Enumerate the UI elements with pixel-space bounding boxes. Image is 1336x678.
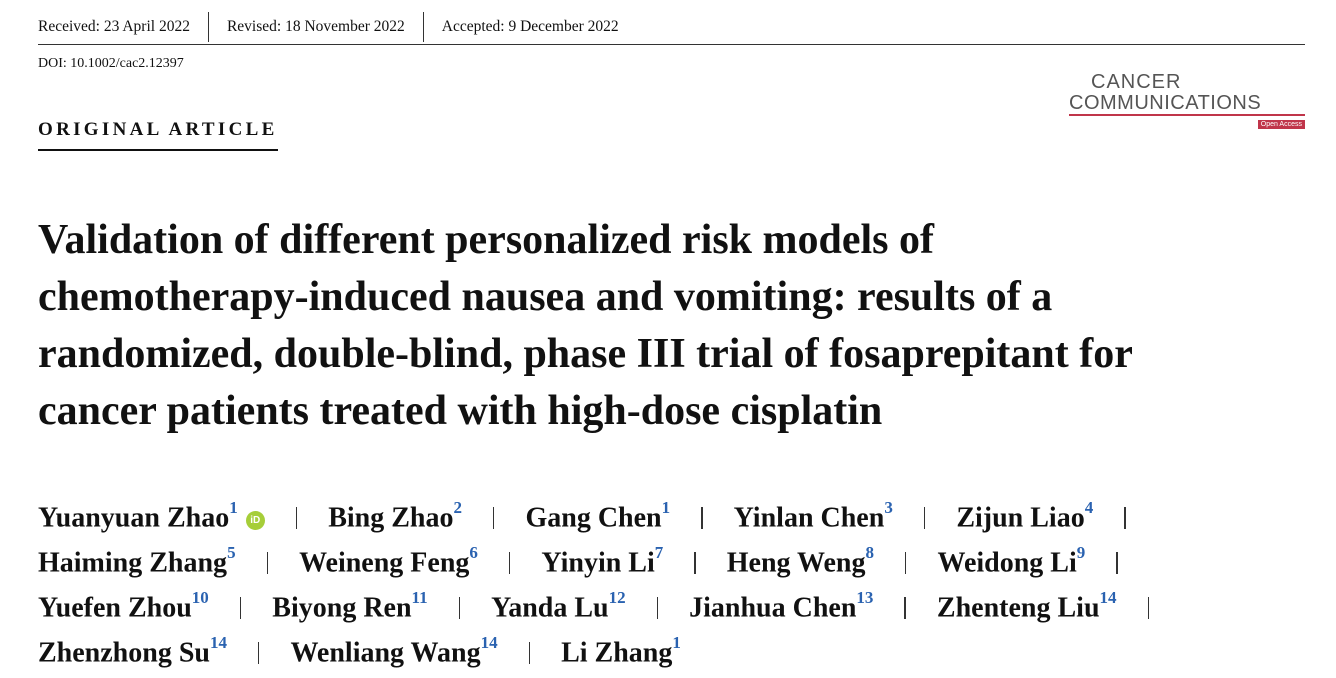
author-name: Yuefen Zhou xyxy=(38,592,192,624)
title-line: chemotherapy-induced nausea and vomiting… xyxy=(38,274,1053,320)
author: Yinlan Chen3 xyxy=(733,497,893,534)
author-row: Yuefen Zhou10 Biyong Ren11 Yanda Lu12 Jianh… xyxy=(38,585,1180,630)
affiliation: 14 xyxy=(209,632,227,652)
title-line: Validation of different personalized ris… xyxy=(38,217,935,263)
authors: Yuanyuan Zhao1iD Bing Zhao2 Gang Chen1 Yinl… xyxy=(38,495,1180,675)
author: Zhenzhong Su14 xyxy=(38,632,227,669)
affiliation: 5 xyxy=(227,542,236,562)
affiliation: 7 xyxy=(654,542,664,562)
separator xyxy=(458,596,461,619)
author-name: Haiming Zhang xyxy=(38,547,228,579)
accepted: Accepted: 9 December 2022 xyxy=(441,18,619,35)
author-row: Haiming Zhang5 Weineng Feng6 Yinyin Li7 Hen… xyxy=(38,540,1180,585)
author-name: Yanda Lu xyxy=(491,592,609,624)
author-name: Weidong Li xyxy=(937,547,1077,579)
article-type: ORIGINAL ARTICLE xyxy=(38,119,278,151)
rule xyxy=(38,44,1305,45)
author-row: Zhenzhong Su14 Wenliang Wang14 Li Zhang1 xyxy=(38,630,1180,675)
author: Zijun Liao4 xyxy=(956,497,1094,534)
separator xyxy=(701,506,703,529)
affiliation: 14 xyxy=(480,632,498,652)
separator xyxy=(904,551,907,574)
affiliation: 3 xyxy=(884,497,893,517)
author: Heng Weng8 xyxy=(726,542,874,579)
author: Zhenteng Liu14 xyxy=(936,587,1117,624)
affiliation: 6 xyxy=(469,542,478,562)
author-name: Li Zhang xyxy=(561,637,673,669)
journal-name: CANCER xyxy=(1091,71,1182,93)
separator xyxy=(923,506,926,529)
author-name: Zhenzhong Su xyxy=(38,637,210,669)
author-name: Zijun Liao xyxy=(956,502,1085,534)
author: Jianhua Chen13 xyxy=(689,587,874,624)
separator xyxy=(239,596,242,619)
separator xyxy=(1124,506,1126,529)
title: Validation of different personalized ris… xyxy=(38,212,1133,440)
separator xyxy=(257,641,260,664)
separator xyxy=(508,551,511,574)
author: Weineng Feng6 xyxy=(299,542,478,579)
author: Gang Chen1 xyxy=(525,497,671,534)
separator xyxy=(422,12,424,42)
author: Yuefen Zhou10 xyxy=(38,587,209,624)
affiliation: 1 xyxy=(661,497,671,517)
separator xyxy=(1147,596,1150,619)
author-name: Gang Chen xyxy=(525,502,662,534)
author-name: Weineng Feng xyxy=(299,547,470,579)
author: Yinyin Li7 xyxy=(541,542,664,579)
separator xyxy=(904,596,906,619)
journal-logo: CANCER COMMUNICATIONS Open Access xyxy=(1069,71,1305,129)
author-row: Yuanyuan Zhao1iD Bing Zhao2 Gang Chen1 Yinl… xyxy=(38,495,1180,540)
separator xyxy=(528,641,531,664)
affiliation: 2 xyxy=(453,497,462,517)
author: Wenliang Wang14 xyxy=(290,632,498,669)
received: Received: 23 April 2022 xyxy=(38,18,190,35)
doi: DOI: 10.1002/cac2.12397 xyxy=(38,56,184,71)
author-name: Wenliang Wang xyxy=(290,637,481,669)
separator xyxy=(295,506,298,529)
affiliation: 4 xyxy=(1084,497,1094,517)
author: Weidong Li9 xyxy=(937,542,1086,579)
author: Bing Zhao2 xyxy=(328,497,462,534)
revised: Revised: 18 November 2022 xyxy=(226,18,405,35)
title-line: randomized, double-blind, phase III tria… xyxy=(38,331,1133,377)
author-name: Bing Zhao xyxy=(328,502,454,534)
author: Yuanyuan Zhao1 iD xyxy=(38,497,265,534)
author-name: Yinlan Chen xyxy=(733,502,885,534)
author: Yanda Lu12 xyxy=(491,587,626,624)
dates: Received: 23 April 2022 Revised: 18 Nove… xyxy=(38,12,637,42)
author-name: Zhenteng Liu xyxy=(936,592,1100,624)
affiliation: 12 xyxy=(608,587,626,607)
author-name: Heng Weng xyxy=(726,547,866,579)
affiliation: 1 xyxy=(229,497,238,517)
author: Biyong Ren11 xyxy=(272,587,428,624)
title-line: cancer patients treated with high-dose c… xyxy=(38,388,883,434)
affiliation: 8 xyxy=(865,542,874,562)
separator xyxy=(1116,551,1118,574)
author: Haiming Zhang5 xyxy=(38,542,236,579)
separator xyxy=(694,551,696,574)
affiliation: 14 xyxy=(1099,587,1117,607)
separator xyxy=(207,12,209,42)
author-name: Yinyin Li xyxy=(541,547,655,579)
author: Li Zhang1 xyxy=(561,632,681,669)
separator xyxy=(492,506,495,529)
author-name: Yuanyuan Zhao xyxy=(38,502,230,534)
affiliation: 11 xyxy=(411,587,428,607)
separator xyxy=(266,551,269,574)
affiliation: 1 xyxy=(672,632,681,652)
open-access-badge: Open Access xyxy=(1257,120,1305,129)
journal-name: COMMUNICATIONS xyxy=(1069,92,1305,116)
author-name: Biyong Ren xyxy=(272,592,412,624)
orcid-icon: iD xyxy=(245,511,265,531)
affiliation: 9 xyxy=(1076,542,1086,562)
affiliation: 13 xyxy=(856,587,874,607)
author-name: Jianhua Chen xyxy=(689,592,857,624)
separator xyxy=(656,596,659,619)
affiliation: 10 xyxy=(191,587,209,607)
